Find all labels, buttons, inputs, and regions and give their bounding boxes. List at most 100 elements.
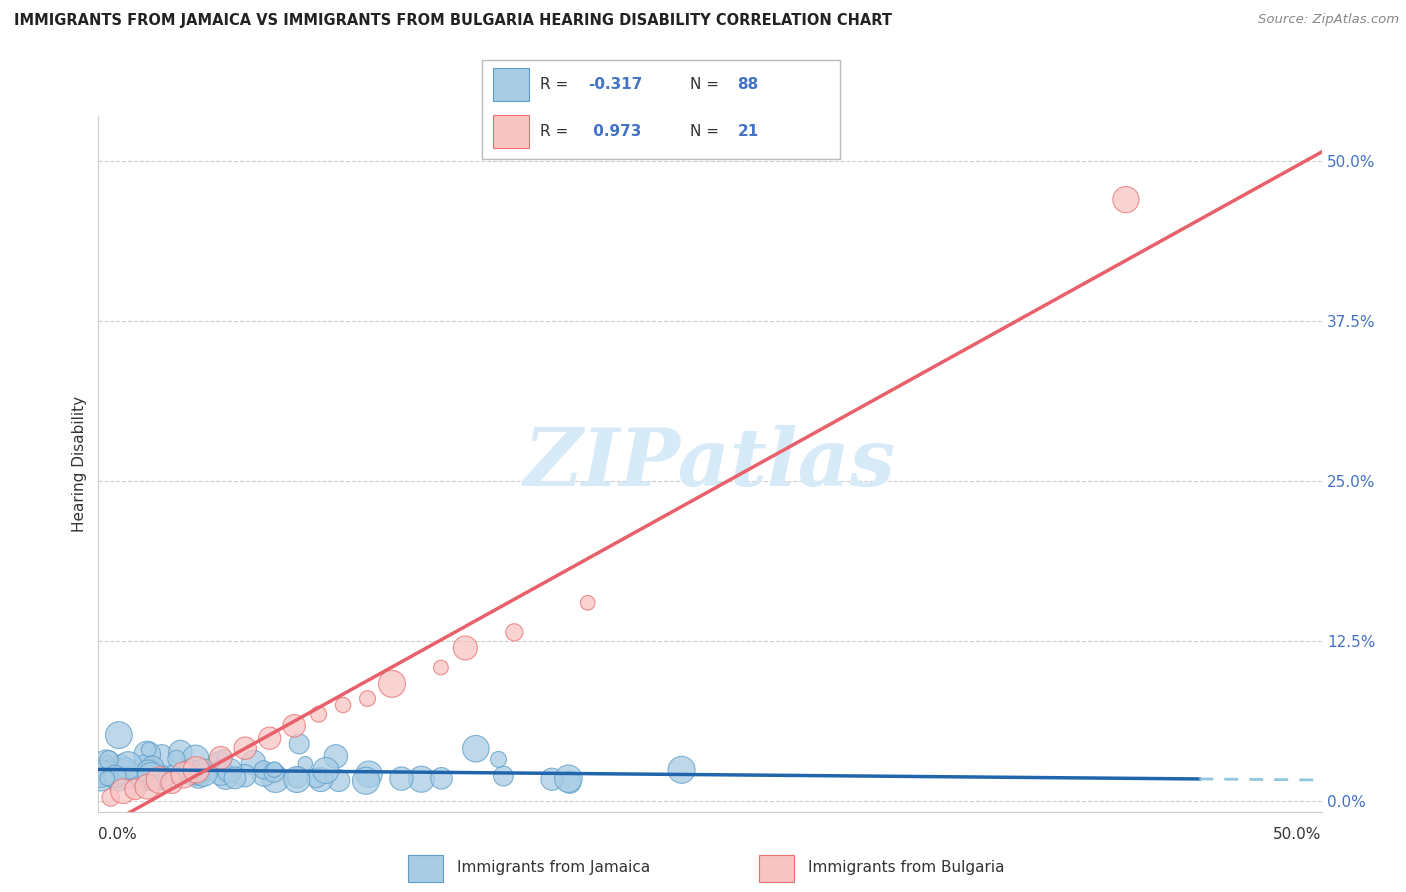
Point	[209, 751, 232, 765]
Point	[503, 625, 526, 640]
Point	[117, 761, 139, 775]
Point	[541, 772, 564, 787]
Text: R =: R =	[540, 77, 574, 92]
Text: N =: N =	[690, 124, 724, 139]
FancyBboxPatch shape	[408, 855, 443, 881]
Point	[166, 752, 188, 766]
FancyBboxPatch shape	[482, 60, 839, 159]
Point	[90, 771, 112, 785]
Point	[209, 760, 232, 774]
Point	[101, 765, 124, 780]
Point	[117, 772, 139, 786]
Point	[150, 749, 173, 764]
Point	[112, 764, 135, 778]
Point	[430, 660, 453, 674]
Point	[294, 756, 316, 771]
Point	[671, 763, 693, 777]
Point	[315, 764, 337, 778]
Point	[283, 719, 305, 733]
Point	[96, 756, 118, 771]
Point	[488, 752, 510, 766]
Point	[134, 768, 156, 782]
Point	[146, 769, 169, 783]
Text: 21: 21	[738, 124, 759, 139]
Point	[287, 771, 309, 785]
Point	[96, 755, 118, 769]
Point	[194, 764, 217, 779]
Point	[356, 691, 378, 706]
Point	[107, 771, 129, 785]
Point	[332, 698, 354, 712]
Point	[454, 640, 477, 655]
FancyBboxPatch shape	[492, 115, 529, 148]
Point	[328, 773, 350, 788]
Point	[285, 772, 308, 787]
Point	[129, 768, 152, 782]
FancyBboxPatch shape	[492, 69, 529, 101]
Point	[184, 751, 207, 765]
Point	[325, 749, 347, 764]
Point	[233, 741, 256, 756]
Point	[179, 765, 201, 780]
Point	[136, 780, 159, 794]
Point	[215, 770, 238, 784]
Point	[242, 756, 264, 770]
Point	[492, 769, 515, 783]
Point	[208, 756, 231, 770]
Point	[381, 677, 404, 691]
Point	[288, 737, 311, 751]
Point	[100, 790, 122, 805]
Point	[128, 771, 150, 785]
Text: N =: N =	[690, 77, 724, 92]
Point	[115, 759, 138, 773]
Point	[97, 753, 120, 767]
Point	[169, 745, 191, 759]
Point	[132, 770, 155, 784]
Point	[94, 769, 117, 783]
Text: 0.973: 0.973	[588, 124, 641, 139]
Point	[134, 757, 156, 772]
Point	[114, 768, 136, 782]
Text: Immigrants from Jamaica: Immigrants from Jamaica	[457, 860, 650, 875]
Text: -0.317: -0.317	[588, 77, 643, 92]
Text: ZIPatlas: ZIPatlas	[524, 425, 896, 502]
Point	[153, 772, 176, 786]
Point	[357, 767, 380, 781]
Text: 50.0%: 50.0%	[1274, 827, 1322, 842]
Text: 88: 88	[738, 77, 759, 92]
Point	[576, 596, 599, 610]
Point	[186, 763, 208, 777]
Point	[253, 767, 276, 781]
Point	[141, 760, 163, 774]
Point	[308, 707, 330, 722]
Point	[173, 768, 195, 782]
Point	[141, 764, 163, 779]
Point	[354, 773, 377, 788]
Point	[138, 764, 160, 779]
Point	[96, 772, 118, 786]
Point	[104, 769, 127, 783]
Point	[117, 758, 139, 772]
Point	[163, 766, 186, 780]
Point	[146, 768, 169, 782]
Point	[104, 772, 127, 786]
Point	[91, 765, 114, 780]
Point	[187, 770, 209, 784]
Point	[218, 764, 240, 778]
Point	[149, 770, 172, 784]
Point	[110, 763, 132, 777]
Point	[411, 772, 433, 787]
Point	[100, 768, 122, 782]
Point	[391, 772, 413, 786]
Point	[136, 747, 159, 762]
Point	[108, 728, 131, 742]
Point	[141, 769, 163, 783]
Point	[93, 762, 115, 776]
Point	[1115, 193, 1137, 207]
Point	[124, 782, 146, 797]
Point	[309, 772, 332, 787]
Point	[114, 764, 136, 779]
Point	[430, 772, 453, 786]
Point	[160, 775, 183, 789]
Point	[149, 773, 172, 788]
